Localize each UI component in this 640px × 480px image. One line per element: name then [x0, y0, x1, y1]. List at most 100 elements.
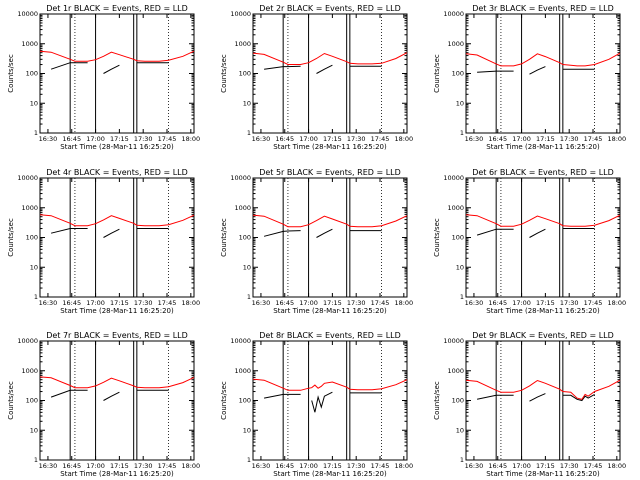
y-tick-label: 10000: [17, 174, 38, 182]
y-tick-label: 1: [460, 293, 464, 301]
y-tick-label: 100: [452, 397, 464, 405]
x-tick-label: 17:00: [86, 462, 105, 470]
x-tick-label: 16:45: [62, 299, 81, 307]
series-line-lld: [252, 378, 408, 391]
x-tick-label: 17:45: [584, 462, 603, 470]
x-axis-label: Start Time (28-Mar-11 16:25:20): [273, 470, 387, 478]
panel-title: Det 3r BLACK = Events, RED = LLD: [472, 4, 614, 13]
y-tick-label: 1000: [447, 367, 464, 375]
x-tick-label: 16:45: [62, 462, 81, 470]
x-tick-label: 16:30: [252, 135, 271, 143]
x-tick-label: 18:00: [607, 135, 626, 143]
x-tick-label: 17:15: [536, 135, 555, 143]
panel-title: Det 9r BLACK = Events, RED = LLD: [472, 331, 614, 340]
panel-title: Det 5r BLACK = Events, RED = LLD: [259, 168, 401, 177]
y-tick-label: 1: [460, 129, 464, 137]
plot-frame: [252, 177, 408, 298]
x-tick-label: 18:00: [607, 462, 626, 470]
y-axis-label: Counts/sec: [7, 54, 15, 93]
x-tick-label: 16:30: [252, 462, 271, 470]
y-tick-label: 10000: [443, 337, 464, 345]
panel-1: Det 1r BLACK = Events, RED = LLD 16:30 16:…: [7, 4, 200, 151]
series-line-events: [263, 228, 382, 238]
y-tick-label: 10: [456, 426, 464, 434]
y-tick-label: 10000: [230, 10, 251, 18]
y-tick-label: 10000: [443, 10, 464, 18]
plot-frame: [465, 13, 621, 134]
y-tick-label: 1000: [447, 204, 464, 212]
x-tick-label: 17:45: [371, 135, 390, 143]
y-axis-label: Counts/sec: [220, 381, 228, 420]
x-tick-label: 17:15: [110, 462, 129, 470]
plot-frame: [252, 13, 408, 134]
x-tick-label: 16:45: [275, 135, 294, 143]
y-tick-label: 10: [30, 426, 38, 434]
x-axis-label: Start Time (28-Mar-11 16:25:20): [486, 307, 600, 315]
x-tick-label: 18:00: [394, 135, 413, 143]
x-tick-label: 17:45: [371, 462, 390, 470]
y-tick-label: 100: [452, 234, 464, 242]
series-line-events: [50, 228, 169, 238]
x-tick-label: 17:00: [512, 462, 531, 470]
y-tick-label: 10000: [230, 174, 251, 182]
y-tick-label: 10: [30, 263, 38, 271]
y-tick-label: 100: [239, 234, 251, 242]
x-tick-label: 17:30: [134, 299, 153, 307]
x-tick-label: 17:15: [110, 299, 129, 307]
panel-9: Det 9r BLACK = Events, RED = LLD 16:30 16:…: [433, 331, 626, 478]
series-line-lld: [465, 52, 621, 67]
x-tick-label: 17:30: [347, 135, 366, 143]
x-axis-label: Start Time (28-Mar-11 16:25:20): [60, 470, 174, 478]
x-tick-label: 17:45: [584, 135, 603, 143]
x-tick-label: 17:30: [347, 299, 366, 307]
y-axis-label: Counts/sec: [220, 54, 228, 93]
y-axis-label: Counts/sec: [433, 54, 441, 93]
x-tick-label: 16:30: [465, 135, 484, 143]
y-tick-label: 10: [243, 426, 251, 434]
panel-4: Det 4r BLACK = Events, RED = LLD 16:30 16:…: [7, 168, 200, 315]
plot-frame: [39, 340, 195, 461]
x-tick-label: 17:00: [299, 299, 318, 307]
y-tick-label: 100: [26, 397, 38, 405]
y-tick-label: 100: [452, 70, 464, 78]
y-tick-label: 10: [243, 99, 251, 107]
y-tick-label: 10000: [230, 337, 251, 345]
x-tick-label: 18:00: [181, 299, 200, 307]
panel-title: Det 2r BLACK = Events, RED = LLD: [259, 4, 401, 13]
series-line-events: [477, 66, 595, 75]
x-tick-label: 18:00: [607, 299, 626, 307]
panel-title: Det 7r BLACK = Events, RED = LLD: [46, 331, 188, 340]
x-tick-label: 16:30: [39, 135, 58, 143]
x-tick-label: 17:00: [86, 299, 105, 307]
y-tick-label: 1: [34, 129, 38, 137]
y-tick-label: 10: [243, 263, 251, 271]
y-axis-label: Counts/sec: [433, 218, 441, 257]
y-tick-label: 1: [247, 129, 251, 137]
y-axis-label: Counts/sec: [433, 381, 441, 420]
panel-3: Det 3r BLACK = Events, RED = LLD 16:30 16:…: [433, 4, 626, 151]
x-tick-label: 17:00: [512, 135, 531, 143]
x-tick-label: 16:45: [488, 299, 507, 307]
x-tick-label: 16:45: [488, 462, 507, 470]
x-tick-label: 17:00: [299, 462, 318, 470]
x-tick-label: 16:45: [275, 299, 294, 307]
plot-frame: [252, 340, 408, 461]
y-tick-label: 1: [460, 456, 464, 464]
x-tick-label: 16:30: [465, 462, 484, 470]
y-tick-label: 1000: [21, 40, 38, 48]
y-tick-label: 1000: [447, 40, 464, 48]
plot-frame: [39, 13, 195, 134]
series-line-lld: [465, 379, 621, 400]
x-tick-label: 17:30: [134, 462, 153, 470]
x-axis-label: Start Time (28-Mar-11 16:25:20): [486, 470, 600, 478]
x-tick-label: 17:15: [323, 462, 342, 470]
x-axis-label: Start Time (28-Mar-11 16:25:20): [60, 307, 174, 315]
panel-title: Det 1r BLACK = Events, RED = LLD: [46, 4, 188, 13]
y-tick-label: 1000: [21, 367, 38, 375]
x-tick-label: 16:45: [488, 135, 507, 143]
x-tick-label: 16:45: [275, 462, 294, 470]
y-tick-label: 1: [247, 293, 251, 301]
x-tick-label: 16:30: [465, 299, 484, 307]
x-tick-label: 17:30: [560, 462, 579, 470]
x-tick-label: 16:30: [252, 299, 271, 307]
